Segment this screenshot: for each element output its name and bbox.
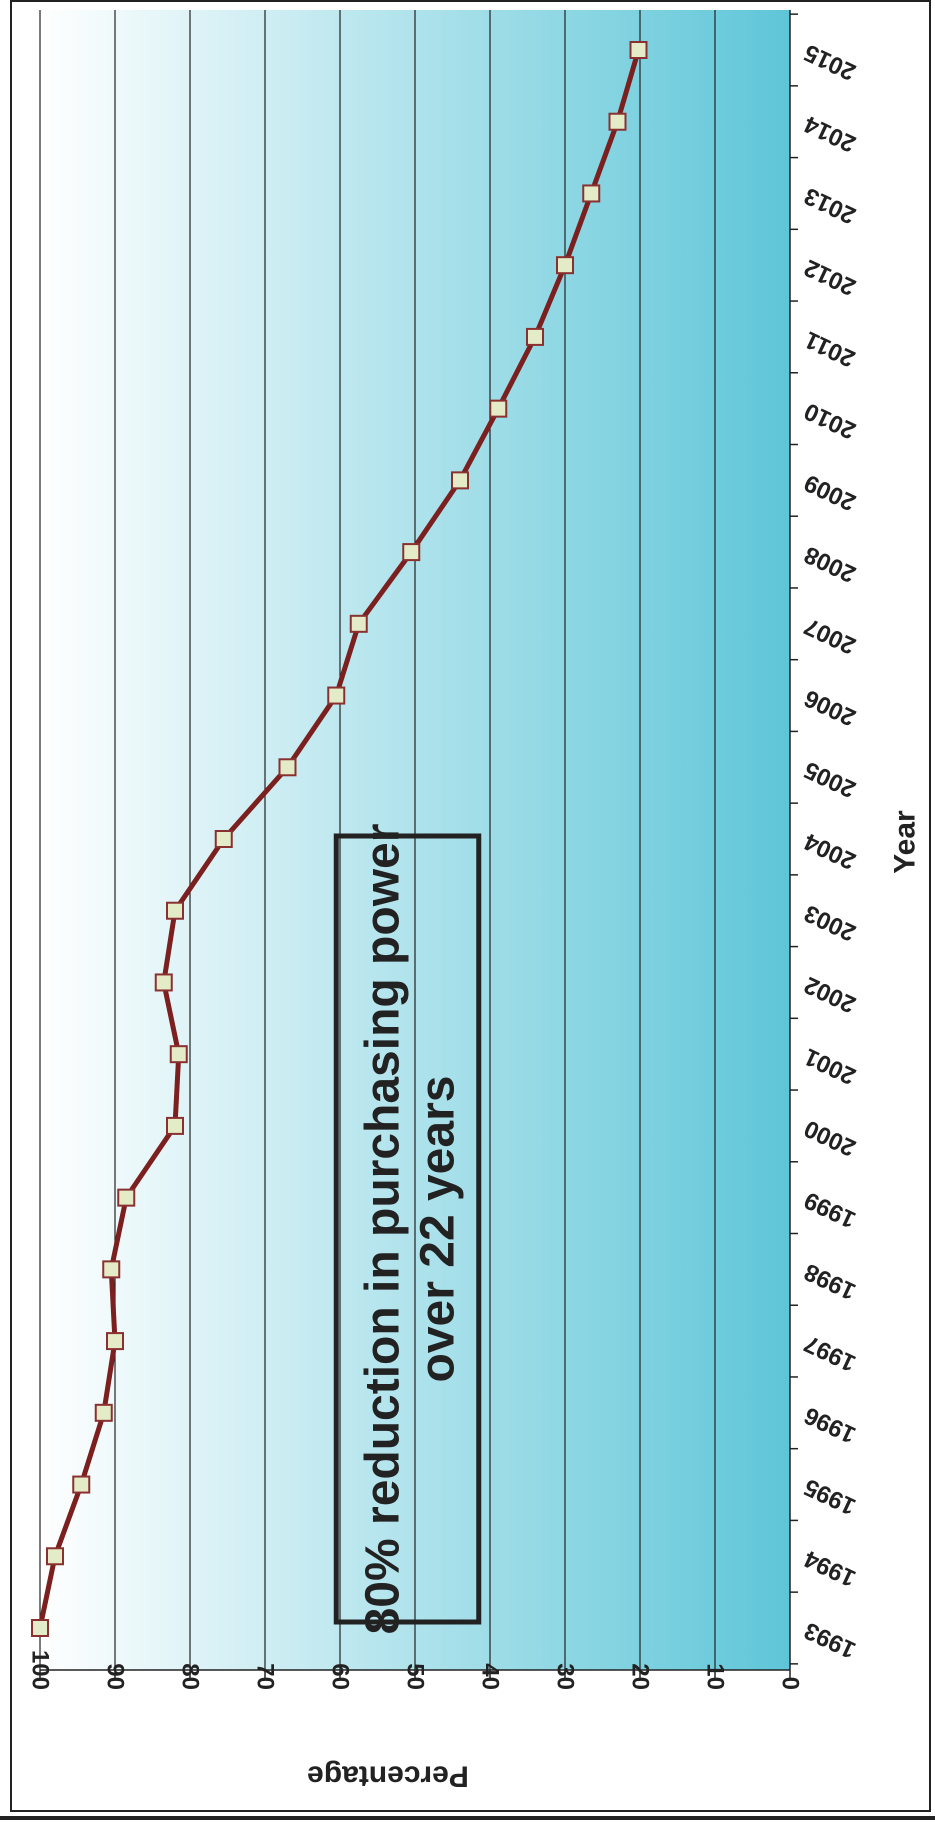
data-point-marker: [166, 901, 184, 920]
y-tick-label: 40: [477, 1663, 504, 1690]
annotation-text-line: over 22 years: [412, 1076, 465, 1383]
data-point-marker: [327, 686, 346, 705]
series-layer: [31, 41, 648, 1637]
data-point-marker: [489, 399, 508, 418]
x-tick-label: 2013: [800, 182, 860, 229]
x-tick-label: 2000: [800, 1114, 860, 1161]
y-tick-label: 0: [777, 1677, 804, 1690]
x-tick-label: 2014: [800, 110, 860, 157]
x-axis-title: Year: [889, 810, 922, 874]
data-point-marker: [169, 1045, 188, 1064]
y-tick-label: 80: [177, 1663, 204, 1690]
data-point-marker: [117, 1188, 136, 1207]
data-point-marker: [526, 327, 544, 346]
x-tick-label: 2006: [800, 684, 860, 731]
y-axis-title: Percentage: [307, 1760, 469, 1793]
data-point-marker: [166, 1116, 184, 1135]
annotation-layer: 80% reduction in purchasing power over 22…: [333, 824, 482, 1635]
data-point-marker: [106, 1332, 124, 1351]
x-tick-label: 2007: [800, 612, 860, 659]
data-point-marker: [349, 614, 368, 633]
x-tick-label: 2012: [800, 254, 860, 301]
y-tick-labels: 0 10 20 30 40 50 60 70 80 90 100: [27, 1650, 804, 1690]
data-point-marker: [72, 1475, 91, 1494]
x-tick-label: 1999: [800, 1186, 860, 1233]
x-tick-label: 1993: [800, 1616, 860, 1663]
annotation-box: [333, 833, 482, 1625]
x-tick-labels: 1993 1994 1995 1996 1997 1998 1999 2000 2001 2002…: [800, 38, 860, 1663]
x-tick-label: 2011: [801, 326, 860, 372]
y-tick-label: 90: [102, 1663, 129, 1690]
y-tick-label: 70: [252, 1663, 279, 1690]
x-tick-label: 1997: [800, 1330, 860, 1377]
data-point-marker: [102, 1260, 121, 1279]
data-point-marker: [214, 830, 233, 848]
x-tick-label: 1995: [800, 1473, 860, 1520]
data-point-marker: [582, 184, 601, 203]
x-tick-label: 2003: [800, 899, 860, 946]
data-point-marker: [556, 256, 574, 275]
x-tick-label: 2002: [800, 971, 860, 1018]
x-tick-label: 2008: [800, 541, 860, 588]
x-tick-label: 2001: [800, 1043, 860, 1090]
y-tick-label: 100: [27, 1650, 54, 1690]
y-tick-label: 50: [402, 1663, 429, 1690]
data-point-marker: [278, 758, 297, 777]
x-tick-label: 2015: [800, 38, 860, 85]
data-point-marker: [629, 41, 648, 59]
page-bottom-rule: [0, 1816, 935, 1820]
x-tick-label: 1998: [800, 1258, 860, 1305]
y-tick-label: 20: [627, 1663, 654, 1690]
y-tick-label: 60: [327, 1663, 354, 1690]
data-point-marker: [31, 1619, 49, 1637]
data-point-marker: [154, 973, 173, 992]
data-point-marker: [46, 1547, 64, 1566]
data-point-marker: [608, 112, 627, 131]
data-point-marker: [94, 1403, 113, 1422]
data-point-marker: [451, 471, 469, 490]
x-tick-label: 1996: [800, 1401, 860, 1448]
axes: [39, 10, 798, 1678]
x-tick-label: 1994: [800, 1544, 860, 1591]
y-tick-label: 30: [552, 1663, 579, 1690]
y-tick-label: 10: [702, 1663, 729, 1690]
gridlines: [39, 10, 716, 1670]
x-tick-label: 2004: [800, 827, 860, 874]
x-tick-label: 2005: [800, 756, 860, 803]
data-point-marker: [402, 543, 421, 562]
x-tick-label: 2009: [800, 469, 860, 516]
annotation-text-line: 80% reduction in purchasing power: [357, 824, 410, 1635]
x-tick-label: 2010: [800, 397, 860, 444]
